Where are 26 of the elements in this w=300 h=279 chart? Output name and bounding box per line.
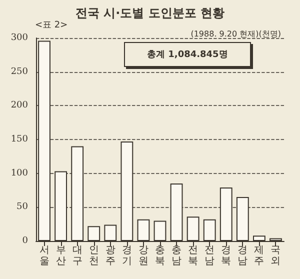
x-tick-label: 서울	[39, 245, 50, 267]
x-tick-label: 광주	[105, 245, 116, 267]
x-tick-label: 경북	[221, 245, 232, 267]
y-tick-label: 200	[10, 100, 28, 111]
y-tick-label: 50	[16, 202, 28, 212]
chart-title: 전국 시·도별 도인분포 현황	[75, 6, 225, 20]
x-tick-label: 대구	[72, 245, 82, 267]
x-tick-label: 충북	[155, 245, 165, 267]
y-tick-label: 100	[10, 168, 28, 178]
x-tick-label: 부산	[56, 245, 66, 267]
x-tick-label: 제주	[254, 245, 264, 267]
x-tick-label: 전북	[188, 245, 198, 267]
x-tick-label: 경남	[238, 245, 248, 267]
x-tick-label: 국외	[270, 245, 281, 267]
x-tick-label: 강원	[138, 245, 148, 267]
x-tick-label: 인천	[88, 245, 99, 267]
y-tick-label: 0	[22, 236, 28, 246]
text: <표 2>	[35, 20, 68, 30]
x-tick-label: 전남	[204, 245, 215, 267]
chart-subtitle: (1988. 9.20 현재)(천명)	[190, 30, 282, 38]
note-frame: 총계 1,084.845명	[124, 42, 251, 67]
y-tick-label: 300	[10, 33, 28, 43]
x-tick-label: 경기	[122, 245, 132, 267]
y-tick-label: 250	[10, 66, 28, 77]
y-tick-label: 150	[10, 134, 28, 144]
x-tick-label: 충남	[172, 245, 182, 267]
